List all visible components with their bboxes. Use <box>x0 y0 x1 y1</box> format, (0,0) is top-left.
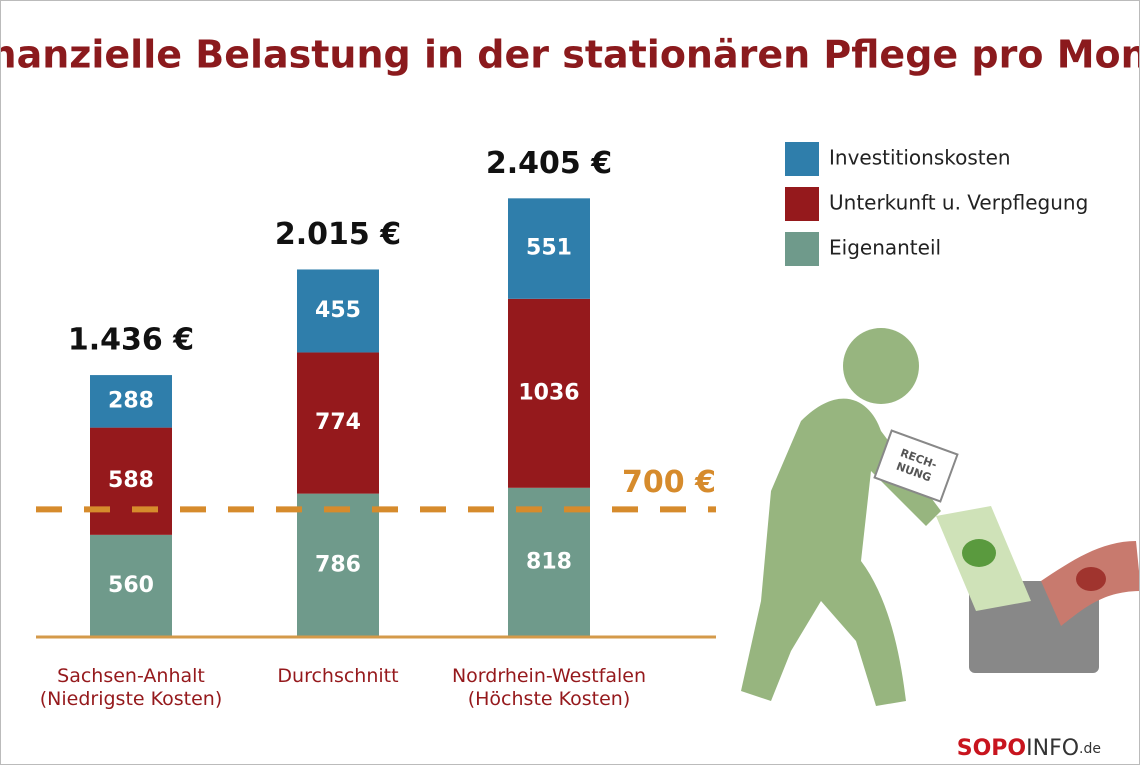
legend-swatch <box>785 232 819 266</box>
value-label: 455 <box>315 298 361 323</box>
x-tick-label: Durchschnitt <box>218 665 458 688</box>
total-label: 1.436 € <box>68 323 194 358</box>
x-tick-label: Sachsen-Anhalt (Niedrigste Kosten) <box>11 665 251 711</box>
footer-domain: .de <box>1079 741 1101 757</box>
illustration: RECH- NUNG <box>741 328 1140 706</box>
value-label: 774 <box>315 410 361 435</box>
page: Finanzielle Belastung in der stationären… <box>0 0 1140 765</box>
total-label: 2.405 € <box>486 146 612 181</box>
value-label: 551 <box>526 236 572 261</box>
reference-label: 700 € <box>622 465 716 500</box>
value-label: 288 <box>108 388 154 413</box>
value-label: 818 <box>526 549 572 574</box>
legend-label: Investitionskosten <box>829 146 1011 170</box>
value-label: 1036 <box>518 380 579 405</box>
legend-swatch <box>785 187 819 221</box>
value-label: 560 <box>108 573 154 598</box>
footer-rest: INFO <box>1026 736 1079 761</box>
footer-brand: SOPO <box>957 736 1026 761</box>
value-label: 588 <box>108 468 154 493</box>
legend-label: Eigenanteil <box>829 236 941 260</box>
legend-swatch <box>785 142 819 176</box>
chart: Finanzielle Belastung in der stationären… <box>1 1 1140 765</box>
x-tick-label: Nordrhein-Westfalen (Höchste Kosten) <box>429 665 669 711</box>
total-label: 2.015 € <box>275 217 401 252</box>
footer: SOPOINFO.de <box>957 736 1101 761</box>
legend-label: Unterkunft u. Verpflegung <box>829 191 1088 215</box>
chart-title: Finanzielle Belastung in der stationären… <box>1 33 1140 77</box>
value-label: 786 <box>315 552 361 577</box>
